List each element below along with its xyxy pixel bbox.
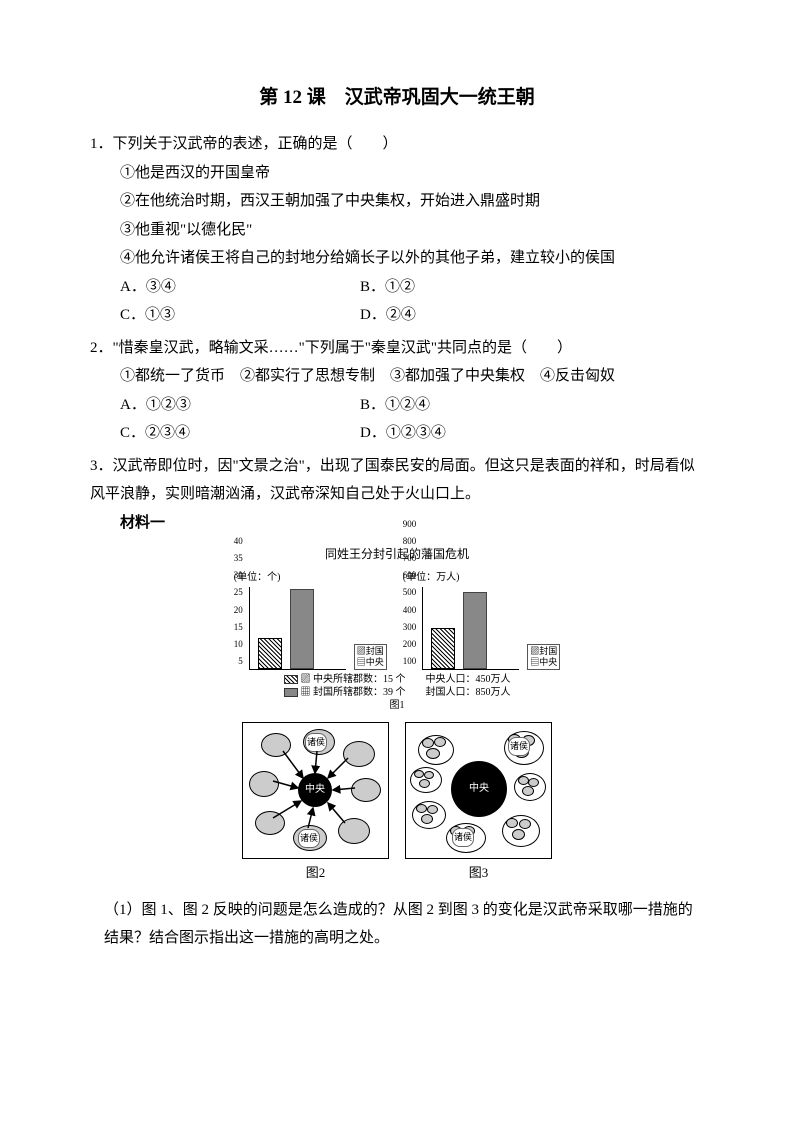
q1-option-d: D．②④ <box>360 301 416 330</box>
figure-1-caption: ▨ 中央所辖郡数：15 个 中央人口：450万人 ▦ 封国所辖郡数：39 个 封… <box>284 673 511 712</box>
vassal-label: 诸侯 <box>508 737 530 756</box>
q2-stem: 2．"惜秦皇汉武，略输文采……"下列属于"秦皇汉武"共同点的是（ ） <box>90 334 704 363</box>
figure-3-label: 图3 <box>405 861 552 886</box>
q3-sub-1: （1）图 1、图 2 反映的问题是怎么造成的？从图 2 到图 3 的变化是汉武帝… <box>90 896 704 953</box>
hatch-swatch-icon <box>284 675 298 684</box>
q2-subchoices: ①都统一了货币 ②都实行了思想专制 ③都加强了中央集权 ④反击匈奴 <box>90 362 704 391</box>
figure-1-title: 同姓王分封引起的藩国危机 <box>325 543 469 566</box>
arrows-icon <box>243 723 388 858</box>
q1-option-c: C．①③ <box>120 301 360 330</box>
center-node-large: 中央 <box>451 761 507 817</box>
q1-choice-3: ③他重视"以德化民" <box>90 216 704 245</box>
diagram-3: 中央 <box>405 722 552 886</box>
unit-label-1: (单位：个) <box>234 568 387 587</box>
figure-1-label: 图1 <box>284 699 511 712</box>
q1-choice-4: ④他允许诸侯王将自己的封地分给嫡长子以外的其他子弟，建立较小的侯国 <box>90 244 704 273</box>
q2-option-c: C．②③④ <box>120 419 360 448</box>
q1-option-b: B．①② <box>360 273 415 302</box>
q1-stem: 1．下列关于汉武帝的表述，正确的是（ ） <box>90 130 704 159</box>
legend-box-1: ▨封国▤中央 <box>354 644 387 670</box>
bar-chart-counties: (单位：个) 510152025303540 ▨封国▤中央 <box>234 568 387 670</box>
bar-chart-population: (单位：万人) 100200300400500600700800900 ▨封国▤… <box>403 568 561 670</box>
unit-label-2: (单位：万人) <box>403 568 561 587</box>
bar-fief-pop <box>463 592 487 669</box>
bar-central-counties <box>258 638 282 669</box>
solid-swatch-icon <box>284 688 298 697</box>
figure-2-3: 中央 诸侯 诸侯 <box>90 722 704 886</box>
q1-option-a: A．③④ <box>120 273 360 302</box>
material-label: 材料一 <box>90 509 704 538</box>
q2-option-d: D．①②③④ <box>360 419 446 448</box>
q2-option-b: B．①②④ <box>360 391 430 420</box>
diagram-2: 中央 诸侯 诸侯 <box>242 722 389 886</box>
question-2: 2．"惜秦皇汉武，略输文采……"下列属于"秦皇汉武"共同点的是（ ） ①都统一了… <box>90 334 704 448</box>
bar-fief-counties <box>290 589 314 669</box>
page-title: 第 12 课 汉武帝巩固大一统王朝 <box>90 80 704 116</box>
bar-central-pop <box>431 628 455 669</box>
figure-2-label: 图2 <box>242 861 389 886</box>
y-axis-2: 100200300400500600700800900 <box>403 588 417 670</box>
question-3: 3．汉武帝即位时，因"文景之治"，出现了国泰民安的局面。但这只是表面的祥和，时局… <box>90 452 704 953</box>
q1-choice-2: ②在他统治时期，西汉王朝加强了中央集权，开始进入鼎盛时期 <box>90 187 704 216</box>
question-1: 1．下列关于汉武帝的表述，正确的是（ ） ①他是西汉的开国皇帝 ②在他统治时期，… <box>90 130 704 330</box>
figure-1: 同姓王分封引起的藩国危机 (单位：个) 510152025303540 ▨封国▤… <box>90 543 704 712</box>
legend-box-2: ▨封国▤中央 <box>527 644 560 670</box>
vassal-label: 诸侯 <box>452 828 474 847</box>
q2-option-a: A．①②③ <box>120 391 360 420</box>
q3-stem: 3．汉武帝即位时，因"文景之治"，出现了国泰民安的局面。但这只是表面的祥和，时局… <box>90 452 704 509</box>
q1-choice-1: ①他是西汉的开国皇帝 <box>90 159 704 188</box>
y-axis-1: 510152025303540 <box>234 588 243 670</box>
